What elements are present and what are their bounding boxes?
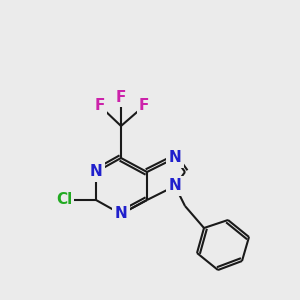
Text: N: N [90, 164, 102, 179]
Text: F: F [139, 98, 149, 113]
Text: F: F [116, 89, 126, 104]
Text: Cl: Cl [56, 193, 72, 208]
Text: N: N [169, 178, 182, 194]
Text: F: F [95, 98, 105, 113]
Text: N: N [169, 151, 182, 166]
Text: N: N [115, 206, 128, 221]
